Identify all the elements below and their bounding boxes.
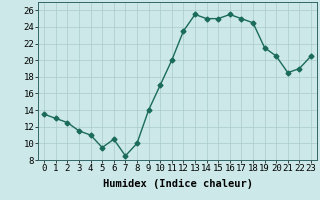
X-axis label: Humidex (Indice chaleur): Humidex (Indice chaleur) [103,179,252,189]
